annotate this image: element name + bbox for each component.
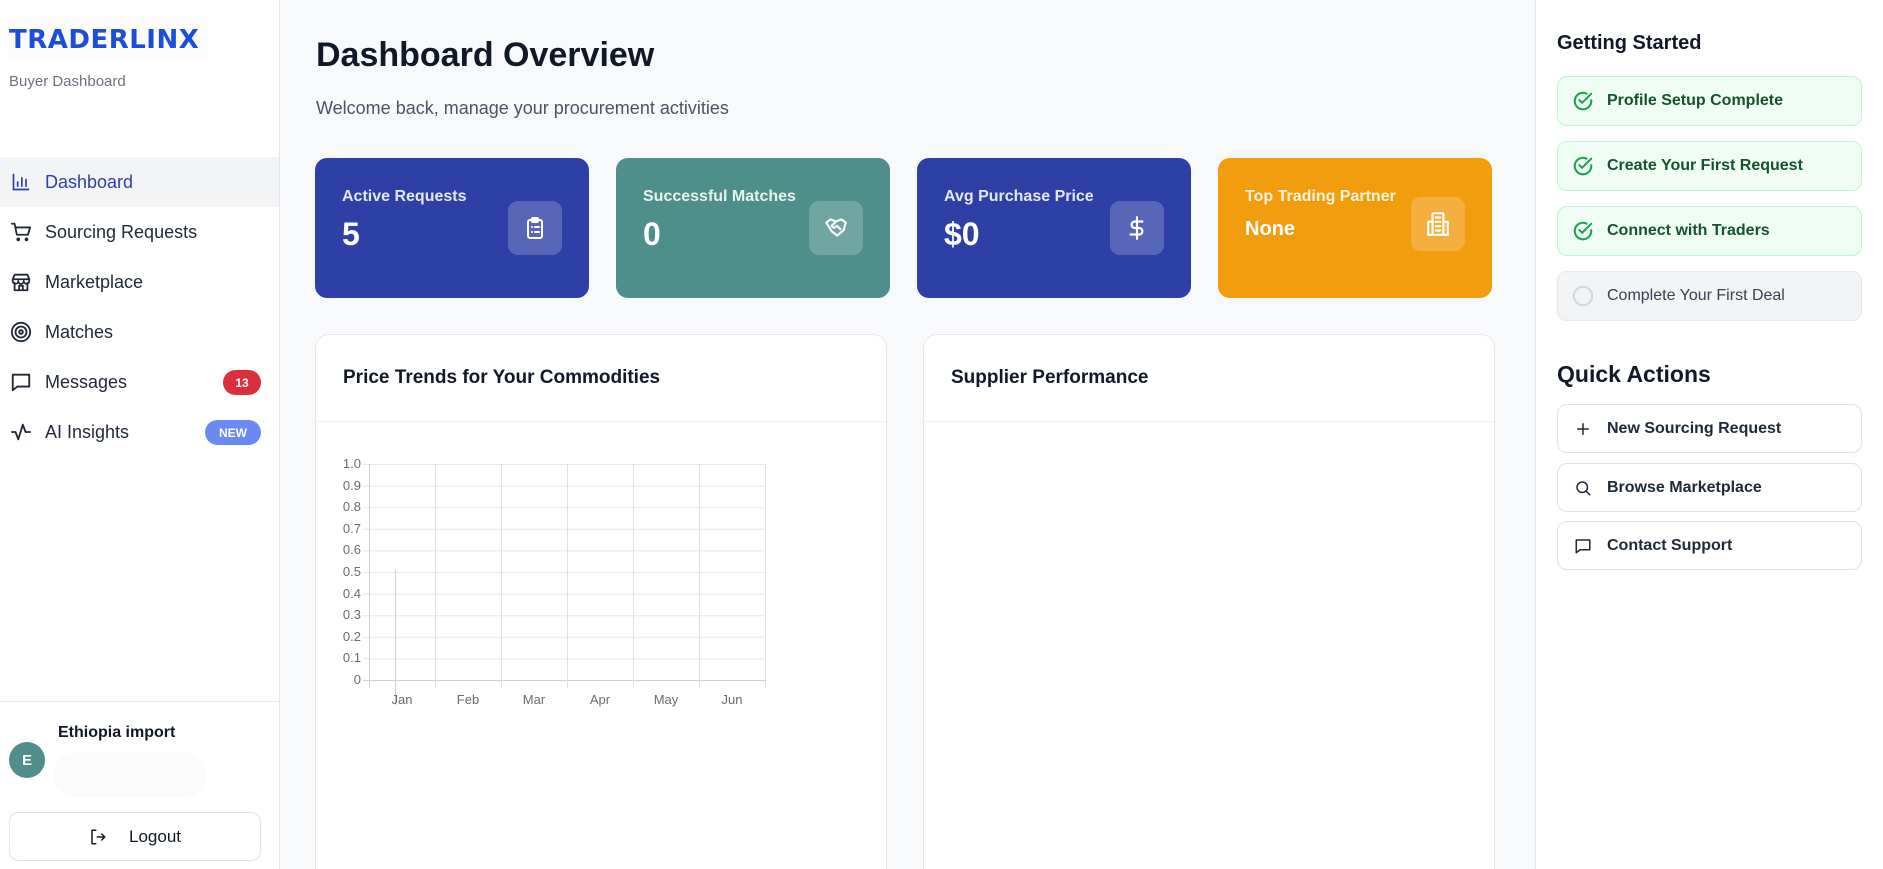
- main-content: Dashboard Overview Welcome back, manage …: [280, 0, 1535, 869]
- step-connect-traders[interactable]: Connect with Traders: [1557, 206, 1862, 256]
- sidebar-item-label: Messages: [45, 371, 128, 392]
- step-label: Connect with Traders: [1607, 222, 1770, 239]
- check-circle-icon: [1572, 155, 1594, 177]
- logo-text: TRADERLINX: [9, 24, 200, 55]
- step-first-deal[interactable]: Complete Your First Deal: [1557, 271, 1862, 321]
- price-trends-chart: 1.0 0.9 0.8 0.7 0.6 0.5 0.4 0.3 0.2 0.1 0 Jan Feb Ma…: [336, 445, 876, 707]
- bar-chart-icon: [10, 171, 32, 193]
- price-trends-card: Price Trends for Your Commodities 1.0 0.9…: [315, 334, 887, 869]
- action-label: Contact Support: [1607, 536, 1733, 554]
- building-icon: [1411, 197, 1465, 251]
- stat-card-avg-purchase-price[interactable]: Avg Purchase Price $0: [917, 158, 1191, 298]
- user-section: E Ethiopia import Logout: [0, 701, 279, 869]
- sidebar-item-label: AI Insights: [45, 421, 130, 442]
- sidebar-nav: Dashboard Sourcing Requests Marketplace …: [0, 157, 279, 457]
- sidebar-item-sourcing-requests[interactable]: Sourcing Requests: [0, 207, 279, 257]
- new-badge: NEW: [205, 420, 261, 445]
- stat-card-active-requests[interactable]: Active Requests 5: [315, 158, 589, 298]
- clipboard-icon: [508, 201, 562, 255]
- y-axis-tick: 0.1: [342, 650, 361, 666]
- sidebar-item-label: Marketplace: [45, 271, 144, 292]
- step-label: Create Your First Request: [1607, 157, 1803, 174]
- sidebar: TRADERLINX Buyer Dashboard Dashboard Sou…: [0, 0, 280, 869]
- check-circle-icon: [1572, 90, 1594, 112]
- step-label: Complete Your First Deal: [1607, 287, 1785, 304]
- plus-icon: [1572, 418, 1594, 440]
- dollar-icon: [1110, 201, 1164, 255]
- x-axis-tick: Jan: [391, 692, 413, 707]
- empty-circle-icon: [1572, 285, 1594, 307]
- x-axis-tick: Apr: [589, 692, 611, 707]
- sidebar-item-ai-insights[interactable]: AI Insights NEW: [0, 407, 279, 457]
- page-subtitle: Welcome back, manage your procurement ac…: [316, 98, 729, 118]
- message-icon: [1572, 535, 1594, 557]
- action-label: New Sourcing Request: [1607, 419, 1782, 437]
- x-axis-tick: Jun: [721, 692, 743, 707]
- sidebar-item-marketplace[interactable]: Marketplace: [0, 257, 279, 307]
- card-title: Supplier Performance: [924, 335, 1494, 422]
- stat-value: 0: [643, 216, 661, 252]
- stat-label: Active Requests: [342, 188, 467, 205]
- y-axis-tick: 0.8: [342, 499, 361, 515]
- dashboard-type-label: Buyer Dashboard: [9, 73, 126, 90]
- getting-started-title: Getting Started: [1557, 32, 1702, 54]
- card-title: Price Trends for Your Commodities: [316, 335, 886, 422]
- logout-icon: [89, 828, 107, 846]
- y-axis-tick: 0.3: [342, 607, 361, 623]
- right-panel: Getting Started Profile Setup Complete C…: [1535, 0, 1883, 869]
- sidebar-item-label: Dashboard: [45, 171, 134, 192]
- step-profile-setup[interactable]: Profile Setup Complete: [1557, 76, 1862, 126]
- chart-grid: [363, 464, 766, 705]
- y-axis-tick: 0.4: [342, 585, 361, 601]
- target-icon: [10, 321, 32, 343]
- y-axis-tick: 0.9: [342, 477, 361, 493]
- handshake-icon: [809, 201, 863, 255]
- stat-label: Successful Matches: [643, 188, 796, 205]
- x-axis-tick: May: [653, 692, 679, 707]
- unread-count-badge: 13: [223, 370, 261, 395]
- quick-actions-title: Quick Actions: [1557, 361, 1711, 387]
- supplier-performance-card: Supplier Performance: [923, 334, 1495, 869]
- check-circle-icon: [1572, 220, 1594, 242]
- y-axis-tick: 1.0: [342, 456, 361, 471]
- y-axis-tick: 0.2: [342, 628, 361, 644]
- sidebar-item-label: Sourcing Requests: [45, 221, 198, 242]
- user-name: Ethiopia import: [58, 724, 176, 741]
- logout-label: Logout: [129, 826, 181, 846]
- message-icon: [10, 371, 32, 393]
- user-email-redacted: [53, 752, 206, 798]
- contact-support-button[interactable]: Contact Support: [1557, 521, 1862, 570]
- step-label: Profile Setup Complete: [1607, 92, 1784, 109]
- browse-marketplace-button[interactable]: Browse Marketplace: [1557, 463, 1862, 512]
- y-axis-tick: 0.6: [342, 542, 361, 558]
- activity-icon: [10, 421, 32, 443]
- search-icon: [1572, 477, 1594, 499]
- stat-card-top-trading-partner[interactable]: Top Trading Partner None: [1218, 158, 1492, 298]
- stat-value: None: [1245, 218, 1295, 240]
- x-axis-tick: Feb: [456, 692, 480, 707]
- y-axis-tick: 0.5: [342, 564, 361, 579]
- page-title: Dashboard Overview: [316, 36, 655, 74]
- y-axis-tick: 0: [353, 672, 361, 687]
- sidebar-item-label: Matches: [45, 321, 114, 342]
- avatar[interactable]: E: [9, 742, 45, 778]
- store-icon: [10, 271, 32, 293]
- cart-icon: [10, 221, 32, 243]
- stat-value: $0: [944, 216, 980, 252]
- sidebar-item-matches[interactable]: Matches: [0, 307, 279, 357]
- sidebar-item-dashboard[interactable]: Dashboard: [0, 157, 279, 207]
- stat-label: Avg Purchase Price: [944, 188, 1094, 205]
- sidebar-item-messages[interactable]: Messages 13: [0, 357, 279, 407]
- x-axis-tick: Mar: [522, 692, 546, 707]
- new-sourcing-request-button[interactable]: New Sourcing Request: [1557, 404, 1862, 453]
- stat-label: Top Trading Partner: [1245, 188, 1396, 205]
- step-first-request[interactable]: Create Your First Request: [1557, 141, 1862, 191]
- stat-value: 5: [342, 216, 360, 252]
- y-axis-tick: 0.7: [342, 520, 361, 536]
- stat-card-successful-matches[interactable]: Successful Matches 0: [616, 158, 890, 298]
- logo[interactable]: TRADERLINX: [9, 17, 207, 62]
- action-label: Browse Marketplace: [1607, 478, 1762, 496]
- logout-button[interactable]: Logout: [9, 812, 261, 861]
